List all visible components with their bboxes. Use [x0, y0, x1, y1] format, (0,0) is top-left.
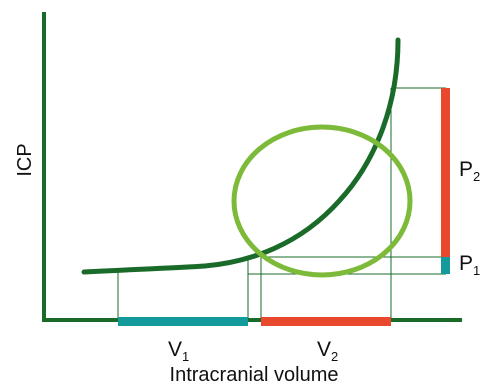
- x-axis-label: Intracranial volume: [170, 364, 339, 386]
- p1-label: P1: [459, 252, 480, 278]
- p2-label: P2: [459, 158, 480, 184]
- y-axis-label: ICP: [14, 143, 36, 176]
- v2-bar: [261, 317, 391, 326]
- v1-label-sub: 1: [182, 349, 189, 364]
- p1-bar: [441, 257, 450, 274]
- v2-label-main: V: [317, 338, 331, 361]
- p1-label-main: P: [459, 252, 473, 275]
- v2-label: V2: [317, 338, 338, 364]
- transition-zone-ellipse: [231, 124, 413, 278]
- p1-label-sub: 1: [473, 263, 480, 278]
- v1-label: V1: [168, 338, 189, 364]
- v1-bar: [118, 317, 248, 326]
- v2-label-sub: 2: [331, 349, 338, 364]
- p2-label-sub: 2: [473, 169, 480, 184]
- guide-lines: [117, 87, 446, 320]
- p2-bar: [441, 88, 450, 257]
- p2-label-main: P: [459, 158, 473, 181]
- v1-label-main: V: [168, 338, 182, 361]
- pressure-volume-curve: [81, 37, 401, 275]
